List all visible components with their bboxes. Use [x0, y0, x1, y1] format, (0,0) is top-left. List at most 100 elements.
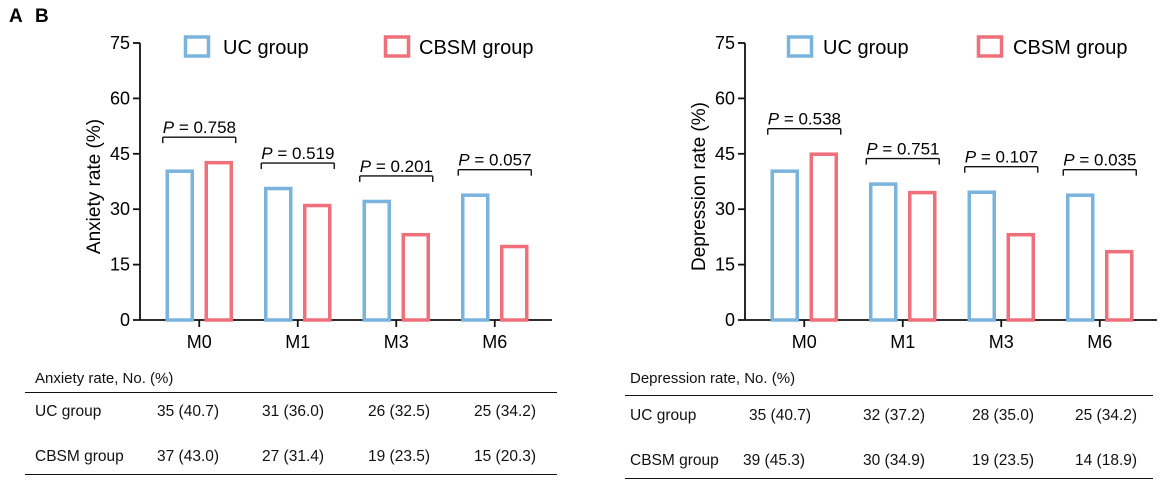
bar-uc-m1: [264, 186, 293, 322]
row-label: UC group: [630, 407, 697, 424]
bar-uc-m0: [165, 169, 194, 322]
bar-uc-m1: [869, 182, 898, 322]
p-symbol: P: [360, 157, 372, 176]
bar-cbsm-m3: [401, 232, 430, 322]
bar-cbsm-m6: [500, 244, 529, 322]
p-symbol: P: [458, 151, 470, 170]
legend-swatch-cbsm: [976, 35, 1004, 58]
p-value-text: = 0.758: [174, 118, 236, 137]
p-value-label: P = 0.107: [965, 148, 1038, 167]
cell-m0: 35 (40.7): [749, 407, 812, 424]
bar-cbsm-m3: [1006, 232, 1035, 322]
table-bottom-rule: [25, 474, 557, 475]
x-tick-label: M6: [482, 332, 507, 352]
x-tick-label: M1: [285, 332, 310, 352]
cell-m1: 27 (31.4): [262, 448, 325, 465]
legend-label-cbsm: CBSM group: [419, 37, 534, 59]
bar-cbsm-m6: [1105, 249, 1134, 322]
y-tick-label: 75: [110, 33, 130, 53]
y-tick-label: 30: [715, 199, 735, 219]
x-tick-label: M0: [187, 332, 212, 352]
bar-uc-m6: [461, 193, 490, 322]
cell-m3: 26 (32.5): [368, 403, 431, 420]
cell-m1: 31 (36.0): [262, 403, 325, 420]
bar-uc-m0: [770, 169, 799, 322]
cell-m6: 14 (18.9): [1075, 452, 1138, 469]
p-value-text: = 0.057: [470, 151, 532, 170]
y-tick-label: 45: [110, 144, 130, 164]
row-label: UC group: [35, 403, 102, 420]
bar-uc-m6: [1066, 193, 1095, 322]
cell-m3: 19 (23.5): [972, 452, 1035, 469]
p-value-text: = 0.538: [779, 110, 841, 129]
bar-cbsm-m1: [908, 190, 937, 322]
y-tick-label: 0: [725, 310, 735, 330]
y-tick-label: 15: [110, 255, 130, 275]
table-caption: Depression rate, No. (%): [630, 370, 796, 387]
row-label: CBSM group: [630, 452, 719, 469]
table-anxiety: Anxiety rate, No. (%) UC group 35 (40.7)…: [0, 345, 585, 480]
bar-uc-m3: [967, 190, 996, 322]
bar-cbsm-m0: [809, 152, 838, 322]
p-symbol: P: [866, 140, 878, 159]
cell-m6: 25 (34.2): [474, 403, 537, 420]
p-value-label: P = 0.035: [1063, 151, 1136, 170]
x-tick-label: M1: [890, 332, 915, 352]
table-top-rule: [25, 392, 557, 393]
chart-anxiety: A 0 15 30 45 60 75 Anxiety rate (%) M0 P = 0.758 M…: [9, 6, 552, 352]
legend-swatch-uc: [183, 35, 211, 58]
panel-b: B 0 15 30 45 60 75 Depression rate (%) M0 P = 0.5…: [35, 0, 1170, 480]
p-value-label: P = 0.057: [458, 151, 531, 170]
p-value-label: P = 0.538: [768, 110, 841, 129]
p-symbol: P: [768, 110, 780, 129]
p-symbol: P: [261, 144, 273, 163]
cell-m3: 19 (23.5): [368, 448, 431, 465]
p-value-label: P = 0.201: [360, 157, 433, 176]
p-value-label: P = 0.519: [261, 144, 334, 163]
chart-depression: B 0 15 30 45 60 75 Depression rate (%) M0 P = 0.5…: [35, 6, 1157, 352]
x-tick-label: M6: [1087, 332, 1112, 352]
table-bottom-rule: [625, 478, 1153, 479]
y-tick-label: 60: [715, 88, 735, 108]
cell-m1: 30 (34.9): [863, 452, 926, 469]
legend-swatch-cbsm: [383, 35, 411, 58]
y-tick-label: 0: [120, 310, 130, 330]
p-symbol: P: [163, 118, 175, 137]
table-depression: Depression rate, No. (%) UC group 35 (40…: [585, 345, 1170, 480]
p-value-text: = 0.751: [878, 140, 940, 159]
bar-uc-m3: [362, 199, 391, 322]
legend-label-uc: UC group: [223, 37, 309, 59]
y-tick-label: 60: [110, 88, 130, 108]
p-value-text: = 0.107: [976, 148, 1038, 167]
y-tick-label: 75: [715, 33, 735, 53]
p-value-text: = 0.201: [371, 157, 433, 176]
cell-m6: 15 (20.3): [474, 448, 537, 465]
p-symbol: P: [965, 148, 977, 167]
panel-a: A 0 15 30 45 60 75 Anxiety rate (%) M0 P = 0.758 M…: [0, 6, 585, 480]
y-tick-label: 15: [715, 255, 735, 275]
cell-m0: 37 (43.0): [157, 448, 220, 465]
y-tick-label: 45: [715, 144, 735, 164]
y-axis-label: Depression rate (%): [689, 102, 710, 271]
x-tick-label: M3: [384, 332, 409, 352]
cell-m0: 39 (45.3): [743, 452, 806, 469]
cell-m0: 35 (40.7): [157, 403, 220, 420]
p-value-text: = 0.035: [1075, 151, 1137, 170]
table-top-rule: [625, 395, 1153, 396]
cell-m6: 25 (34.2): [1075, 407, 1138, 424]
cell-m3: 28 (35.0): [972, 407, 1035, 424]
table-caption: Anxiety rate, No. (%): [35, 370, 174, 387]
bar-cbsm-m1: [303, 203, 332, 322]
p-symbol: P: [1063, 151, 1075, 170]
legend-label-uc: UC group: [823, 37, 909, 59]
cell-m1: 32 (37.2): [863, 407, 926, 424]
row-label: CBSM group: [35, 448, 124, 465]
y-axis-label: Anxiety rate (%): [84, 119, 105, 254]
y-tick-label: 30: [110, 199, 130, 219]
legend-swatch-uc: [786, 35, 814, 58]
p-value-text: = 0.519: [273, 144, 335, 163]
p-value-label: P = 0.758: [163, 118, 236, 137]
x-tick-label: M3: [989, 332, 1014, 352]
legend-label-cbsm: CBSM group: [1013, 37, 1128, 59]
bar-cbsm-m0: [204, 160, 233, 322]
